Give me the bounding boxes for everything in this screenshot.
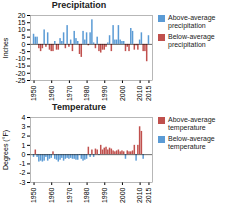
- svg-text:2000: 2000: [119, 187, 126, 203]
- svg-text:0: 0: [22, 41, 26, 48]
- svg-text:-10: -10: [15, 55, 25, 62]
- svg-text:10: 10: [18, 26, 26, 33]
- svg-text:-15: -15: [15, 62, 25, 69]
- html-text:Below-average precipitation: Below-average precipitation: [168, 33, 215, 48]
- html-text:Below-average temperature: Below-average temperature: [168, 135, 215, 150]
- svg-text:-2: -2: [19, 169, 25, 176]
- svg-text:2010: 2010: [136, 85, 143, 101]
- svg-text:4: 4: [22, 114, 26, 121]
- svg-text:2015: 2015: [145, 85, 152, 101]
- svg-text:1980: 1980: [83, 187, 90, 203]
- svg-text:-5: -5: [19, 48, 25, 55]
- svg-text:1990: 1990: [101, 85, 108, 101]
- svg-text:0: 0: [22, 151, 26, 158]
- svg-text:5: 5: [22, 33, 26, 40]
- html-text:Precipitation: Precipitation: [51, 0, 107, 10]
- svg-text:1990: 1990: [101, 187, 108, 203]
- svg-text:1970: 1970: [66, 187, 73, 203]
- svg-text:1: 1: [22, 142, 26, 149]
- svg-text:1980: 1980: [83, 85, 90, 101]
- svg-text:2015: 2015: [145, 187, 152, 203]
- svg-text:1960: 1960: [48, 85, 55, 101]
- svg-text:Inches: Inches: [2, 37, 9, 58]
- svg-text:-3: -3: [19, 179, 25, 186]
- svg-text:-1: -1: [19, 160, 25, 167]
- svg-text:1970: 1970: [66, 85, 73, 101]
- svg-text:1950: 1950: [30, 85, 37, 101]
- html-text:Above-average precipitation: Above-average precipitation: [168, 14, 216, 29]
- html-text:Temperature: Temperature: [52, 102, 106, 112]
- svg-text:15: 15: [18, 19, 26, 26]
- svg-text:Degrees (°F): Degrees (°F): [2, 130, 10, 170]
- svg-text:-20: -20: [15, 70, 25, 77]
- svg-text:1950: 1950: [30, 187, 37, 203]
- html-text:Above-average temperature: Above-average temperature: [168, 116, 216, 131]
- svg-text:-25: -25: [15, 77, 25, 84]
- svg-text:1960: 1960: [48, 187, 55, 203]
- svg-text:2010: 2010: [136, 187, 143, 203]
- svg-text:2000: 2000: [119, 85, 126, 101]
- svg-text:2: 2: [22, 132, 26, 139]
- svg-text:3: 3: [22, 123, 26, 130]
- svg-text:20: 20: [18, 12, 26, 19]
